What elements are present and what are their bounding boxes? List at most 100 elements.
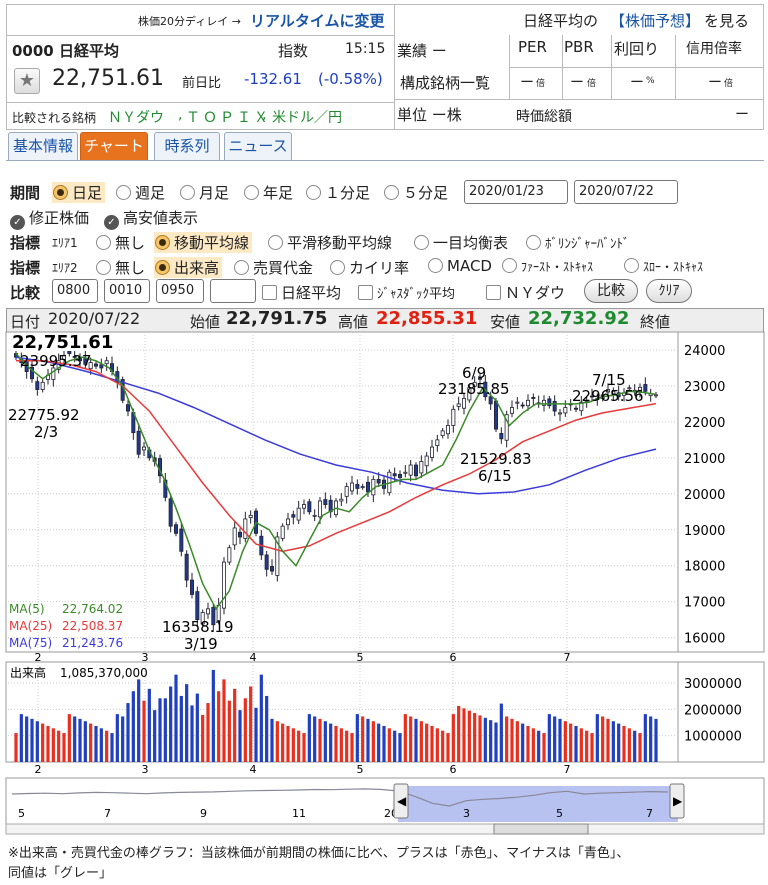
candle-body — [547, 398, 552, 407]
area2-deviation[interactable]: カイリ率 — [330, 257, 409, 278]
navigator-left-handle[interactable] — [393, 783, 409, 819]
compare-link-usdjpy[interactable]: 米ドル／円 — [272, 110, 342, 126]
clear-button[interactable]: ｸﾘｱ — [646, 279, 692, 303]
compare-link-nydow[interactable]: ＮＹダウ — [108, 110, 164, 126]
compare-input-2[interactable]: 0010 — [104, 279, 150, 303]
date-from-input[interactable]: 2020/01/23 — [464, 180, 568, 204]
highlow-checkbox[interactable]: ✓ 高安値表示 — [104, 207, 198, 230]
candle-body — [195, 591, 200, 621]
candle-body — [499, 432, 504, 440]
ohlc-date-label: 日付 — [10, 313, 41, 331]
area2-none[interactable]: 無し — [96, 257, 145, 278]
volume-bar — [67, 714, 71, 762]
compare-jasdaq-checkbox[interactable]: ｼﾞｬｽﾀﾞｯｸ平均 — [358, 283, 455, 302]
navigator-scroll-thumb[interactable] — [493, 823, 589, 835]
period-monthly[interactable]: 月足 — [180, 182, 229, 203]
candle-body — [493, 400, 498, 430]
candle-body — [488, 396, 493, 405]
period-daily[interactable]: 日足 — [52, 182, 106, 203]
tab-timeseries[interactable]: 時系列 — [154, 132, 220, 160]
chart-annotation: 16358.19 — [162, 618, 234, 636]
candle-body — [413, 464, 418, 477]
candle-body — [94, 363, 99, 367]
area1-none[interactable]: 無し — [96, 232, 145, 253]
ma-legend-value: 21,243.76 — [62, 636, 123, 650]
compare-input-3[interactable]: 0950 — [156, 279, 204, 303]
area2-macd[interactable]: MACD — [428, 257, 492, 275]
delay-note: 株価20分ディレイ → — [138, 15, 241, 28]
compare-input-4[interactable] — [210, 279, 256, 303]
compare-input-1[interactable]: 0800 — [52, 279, 98, 303]
volume-x-tick-label: 3 — [142, 763, 149, 776]
candle-body — [227, 547, 232, 563]
volume-bar — [30, 718, 34, 762]
tab-news[interactable]: ニュース — [224, 132, 292, 160]
candle-body — [275, 536, 280, 576]
volume-bar — [494, 722, 498, 762]
period-weekly[interactable]: 週足 — [116, 182, 165, 203]
metric-value-per: ー — [520, 75, 534, 91]
compare-button[interactable]: 比較 — [584, 279, 638, 303]
candle-body — [456, 403, 461, 407]
navigator-right-handle[interactable] — [669, 783, 685, 819]
period-5min[interactable]: ５分足 — [384, 182, 448, 203]
candle-body — [189, 579, 194, 595]
chart-annotation: 6/15 — [478, 467, 512, 485]
area1-ma[interactable]: 移動平均線 — [154, 232, 253, 253]
candle-body — [200, 612, 205, 625]
compare-nydow-checkbox[interactable]: ＮＹダウ — [486, 282, 565, 303]
candle-body — [35, 381, 40, 390]
ohlc-close-label: 終値 — [640, 313, 671, 331]
candle-body — [221, 561, 226, 609]
volume-bar — [574, 725, 578, 762]
volume-bar — [270, 718, 274, 762]
tab-basic-info[interactable]: 基本情報 — [8, 132, 78, 160]
volume-bar — [366, 718, 370, 762]
period-yearly[interactable]: 年足 — [244, 182, 293, 203]
area1-ichimoku[interactable]: 一目均衡表 — [414, 232, 508, 253]
period-1min[interactable]: １分足 — [306, 182, 370, 203]
volume-tick-label: 2000000 — [684, 703, 742, 718]
volume-bar — [622, 725, 626, 762]
compare-link-topix[interactable]: ＴＯＰＩＸ — [186, 110, 271, 126]
area2-turnover[interactable]: 売買代金 — [234, 257, 313, 278]
candle-body — [88, 362, 93, 370]
constituents-link[interactable]: 構成銘柄一覧 — [400, 74, 491, 92]
volume-bar — [654, 718, 658, 762]
candle-body — [232, 527, 237, 546]
volume-bar — [558, 718, 562, 762]
volume-bar — [14, 733, 18, 762]
volume-bar — [243, 698, 247, 762]
chart-annotation: 23185.85 — [438, 380, 510, 398]
area2-volume[interactable]: 出来高 — [154, 257, 223, 278]
gyoseki-label: 業績 ー — [397, 42, 447, 60]
volume-bar — [46, 725, 50, 762]
tab-chart[interactable]: チャート — [80, 132, 148, 160]
date-to-input[interactable]: 2020/07/22 — [574, 180, 678, 204]
chart-annotation: 22965.56 — [572, 387, 644, 405]
forecast-link[interactable]: 【株価予想】 — [610, 12, 701, 30]
area2-slow-stoch[interactable]: ｽﾛｰ・ｽﾄｷｬｽ — [624, 258, 703, 275]
ohlc-high: 22,855.31 — [376, 308, 478, 329]
candle-body — [349, 482, 354, 492]
volume-bar — [126, 703, 130, 762]
area2-fast-stoch[interactable]: ﾌｧｰｽﾄ・ｽﾄｷｬｽ — [502, 258, 593, 275]
volume-bar — [627, 728, 631, 762]
realtime-link[interactable]: リアルタイムに変更 — [250, 12, 385, 30]
candle-body — [136, 430, 141, 455]
volume-bar — [633, 730, 637, 762]
volume-bar — [51, 728, 55, 762]
volume-bar — [457, 705, 461, 762]
area1-smoothed-ma[interactable]: 平滑移動平均線 — [268, 232, 392, 253]
favorite-star-icon[interactable]: ★ — [14, 68, 40, 94]
stock-code-name: 0000 日経平均 — [12, 42, 119, 60]
volume-bar — [265, 695, 269, 762]
candle-body — [323, 499, 328, 505]
adjusted-price-checkbox[interactable]: ✓ 修正株価 — [10, 207, 89, 230]
candle-body — [558, 412, 563, 415]
area1-bollinger[interactable]: ﾎﾞﾘﾝｼﾞｬｰﾊﾞﾝﾄﾞ — [526, 233, 630, 252]
ohlc-high-label: 高値 — [338, 313, 369, 331]
volume-bar — [238, 710, 242, 762]
navigator-tick: 11 — [292, 807, 306, 820]
compare-nikkei-checkbox[interactable]: 日経平均 — [262, 282, 341, 303]
